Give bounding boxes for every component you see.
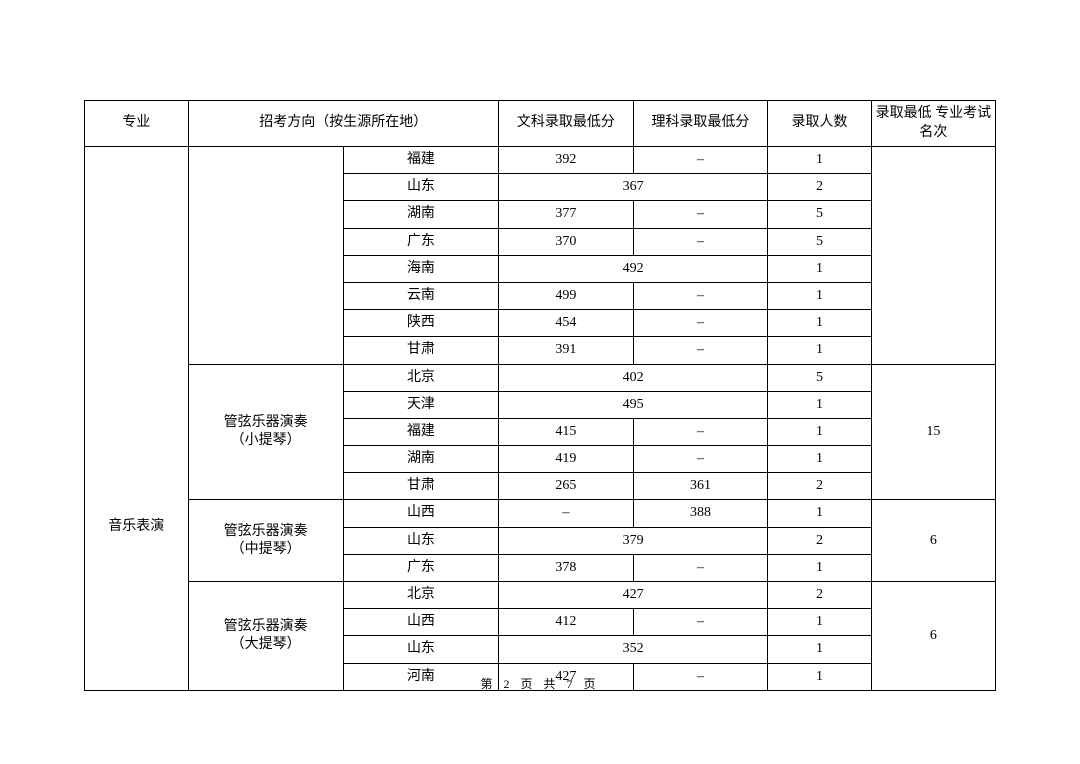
wen-score-cell: 392 [499, 147, 634, 174]
li-score-cell: – [633, 310, 768, 337]
rank-cell: 6 [871, 500, 995, 582]
wen-score-cell: – [499, 500, 634, 527]
count-cell: 1 [768, 255, 872, 282]
province-cell: 山东 [343, 174, 498, 201]
province-cell: 山东 [343, 636, 498, 663]
li-score-cell: – [633, 418, 768, 445]
rank-cell [871, 147, 995, 365]
province-cell: 广东 [343, 554, 498, 581]
li-score-cell: – [633, 147, 768, 174]
score-merged-cell: 495 [499, 391, 768, 418]
count-cell: 1 [768, 636, 872, 663]
count-cell: 5 [768, 228, 872, 255]
table-row: 管弦乐器演奏 （大提琴）北京42726 [85, 582, 996, 609]
direction-cell: 管弦乐器演奏 （小提琴） [188, 364, 343, 500]
header-rank: 录取最低 专业考试名次 [871, 101, 995, 147]
count-cell: 5 [768, 364, 872, 391]
province-cell: 山西 [343, 500, 498, 527]
wen-score-cell: 377 [499, 201, 634, 228]
count-cell: 1 [768, 418, 872, 445]
header-count: 录取人数 [768, 101, 872, 147]
count-cell: 1 [768, 282, 872, 309]
direction-cell: 管弦乐器演奏 （中提琴） [188, 500, 343, 582]
header-li: 理科录取最低分 [633, 101, 768, 147]
province-cell: 北京 [343, 364, 498, 391]
count-cell: 1 [768, 337, 872, 364]
province-cell: 广东 [343, 228, 498, 255]
score-merged-cell: 427 [499, 582, 768, 609]
count-cell: 1 [768, 609, 872, 636]
li-score-cell: – [633, 201, 768, 228]
province-cell: 山东 [343, 527, 498, 554]
wen-score-cell: 412 [499, 609, 634, 636]
wen-score-cell: 415 [499, 418, 634, 445]
province-cell: 湖南 [343, 201, 498, 228]
table-body: 福建392–1山东3672湖南377–5广东370–5海南4921云南499–1… [85, 147, 996, 691]
rank-cell: 6 [871, 582, 995, 691]
wen-score-cell: 499 [499, 282, 634, 309]
header-wen: 文科录取最低分 [499, 101, 634, 147]
count-cell: 1 [768, 446, 872, 473]
major-cell: 音乐表演 [85, 364, 189, 690]
count-cell: 1 [768, 500, 872, 527]
table-row: 音乐表演管弦乐器演奏 （小提琴）北京402515 [85, 364, 996, 391]
wen-score-cell: 370 [499, 228, 634, 255]
score-merged-cell: 402 [499, 364, 768, 391]
table-row: 福建392–1 [85, 147, 996, 174]
li-score-cell: – [633, 609, 768, 636]
province-cell: 云南 [343, 282, 498, 309]
province-cell: 湖南 [343, 446, 498, 473]
province-cell: 甘肃 [343, 473, 498, 500]
li-score-cell: – [633, 228, 768, 255]
direction-cell [188, 147, 343, 365]
table-row: 管弦乐器演奏 （中提琴）山西–38816 [85, 500, 996, 527]
province-cell: 北京 [343, 582, 498, 609]
province-cell: 甘肃 [343, 337, 498, 364]
li-score-cell: – [633, 337, 768, 364]
wen-score-cell: 419 [499, 446, 634, 473]
score-merged-cell: 367 [499, 174, 768, 201]
score-merged-cell: 492 [499, 255, 768, 282]
wen-score-cell: 265 [499, 473, 634, 500]
province-cell: 天津 [343, 391, 498, 418]
count-cell: 2 [768, 174, 872, 201]
li-score-cell: – [633, 446, 768, 473]
page-footer: 第 2 页 共 7 页 [0, 675, 1080, 692]
score-merged-cell: 352 [499, 636, 768, 663]
province-cell: 山西 [343, 609, 498, 636]
count-cell: 2 [768, 582, 872, 609]
count-cell: 2 [768, 527, 872, 554]
wen-score-cell: 454 [499, 310, 634, 337]
header-row: 专业 招考方向（按生源所在地） 文科录取最低分 理科录取最低分 录取人数 录取最… [85, 101, 996, 147]
admission-table: 专业 招考方向（按生源所在地） 文科录取最低分 理科录取最低分 录取人数 录取最… [84, 100, 996, 691]
li-score-cell: – [633, 282, 768, 309]
li-score-cell: 361 [633, 473, 768, 500]
rank-cell: 15 [871, 364, 995, 500]
province-cell: 陕西 [343, 310, 498, 337]
header-major: 专业 [85, 101, 189, 147]
count-cell: 5 [768, 201, 872, 228]
header-direction: 招考方向（按生源所在地） [188, 101, 499, 147]
li-score-cell: 388 [633, 500, 768, 527]
count-cell: 1 [768, 310, 872, 337]
direction-cell: 管弦乐器演奏 （大提琴） [188, 582, 343, 691]
province-cell: 福建 [343, 147, 498, 174]
count-cell: 1 [768, 554, 872, 581]
score-merged-cell: 379 [499, 527, 768, 554]
count-cell: 2 [768, 473, 872, 500]
count-cell: 1 [768, 391, 872, 418]
major-cell-cont [85, 147, 189, 365]
count-cell: 1 [768, 147, 872, 174]
li-score-cell: – [633, 554, 768, 581]
province-cell: 海南 [343, 255, 498, 282]
wen-score-cell: 378 [499, 554, 634, 581]
province-cell: 福建 [343, 418, 498, 445]
wen-score-cell: 391 [499, 337, 634, 364]
